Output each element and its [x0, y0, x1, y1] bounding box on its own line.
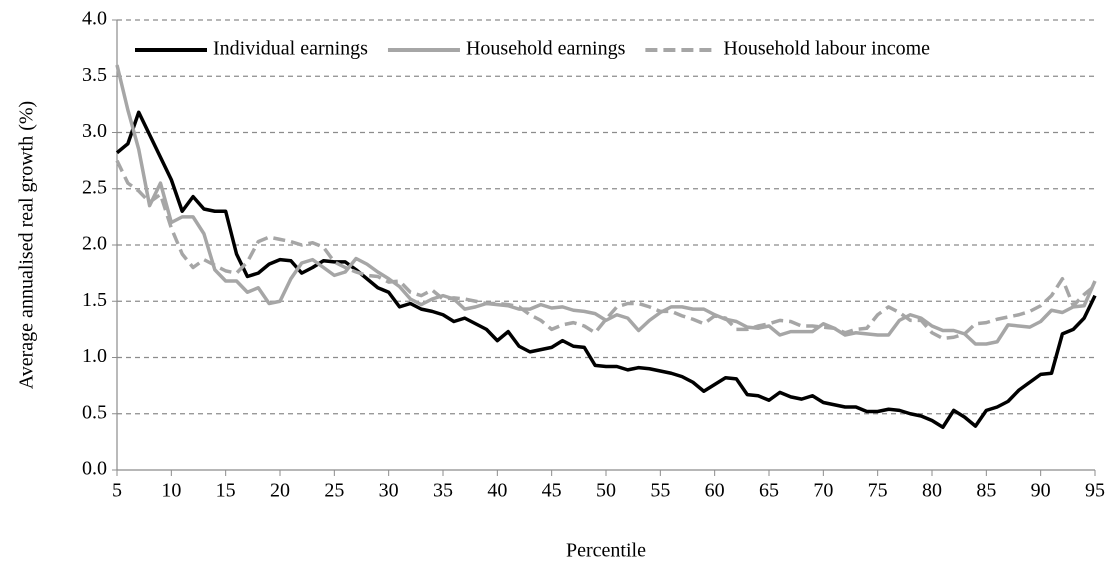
- series-line: [115, 159, 1097, 341]
- y-tick-label: 1.5: [82, 289, 107, 311]
- legend-label: Household labour income: [723, 38, 930, 60]
- y-tick-label: 2.0: [82, 233, 107, 255]
- x-tick-label: 20: [270, 480, 290, 502]
- legend-label: Individual earnings: [213, 38, 368, 60]
- y-tick-label: 4.0: [82, 8, 107, 30]
- x-tick-label: 25: [324, 480, 344, 502]
- series-line: [115, 64, 1097, 346]
- y-tick-label: 3.5: [82, 64, 107, 86]
- x-tick-label: 70: [813, 480, 833, 502]
- y-tick-label: 0.5: [82, 401, 107, 423]
- x-tick-label: 90: [1031, 480, 1051, 502]
- y-axis-title: Average annualised real growth (%): [16, 101, 38, 389]
- x-axis-title: Percentile: [566, 540, 646, 562]
- x-tick-label: 80: [922, 480, 942, 502]
- y-tick-label: 3.0: [82, 120, 107, 142]
- x-tick-label: 55: [650, 480, 670, 502]
- x-tick-label: 10: [161, 480, 181, 502]
- x-tick-label: 50: [596, 480, 616, 502]
- x-tick-label: 30: [379, 480, 399, 502]
- x-tick-label: 35: [433, 480, 453, 502]
- x-tick-label: 65: [759, 480, 779, 502]
- x-tick-label: 85: [976, 480, 996, 502]
- x-tick-label: 15: [216, 480, 236, 502]
- x-tick-label: 5: [112, 480, 122, 502]
- x-tick-label: 40: [487, 480, 507, 502]
- x-tick-label: 60: [705, 480, 725, 502]
- legend-label: Household earnings: [466, 38, 626, 60]
- x-tick-label: 75: [868, 480, 888, 502]
- y-tick-label: 2.5: [82, 176, 107, 198]
- series-line: [115, 110, 1097, 429]
- y-tick-label: 1.0: [82, 345, 107, 367]
- x-tick-label: 45: [542, 480, 562, 502]
- x-tick-label: 95: [1085, 480, 1105, 502]
- y-tick-label: 0.0: [82, 458, 107, 480]
